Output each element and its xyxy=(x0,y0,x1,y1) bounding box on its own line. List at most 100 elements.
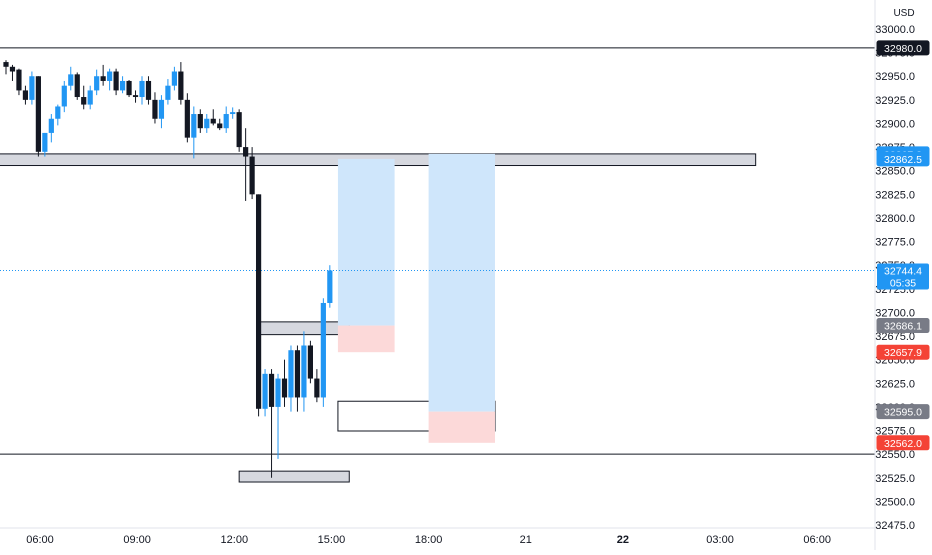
price-tick-label: 32925.0 xyxy=(875,95,915,107)
target-price-label: 32862.5 xyxy=(884,154,922,166)
candle-up xyxy=(61,85,67,107)
candle-up xyxy=(68,74,74,86)
bar-countdown-timer: 05:35 xyxy=(890,277,916,289)
time-tick-label: 21 xyxy=(520,534,532,546)
time-tick-label: 09:00 xyxy=(123,534,151,546)
candle-up xyxy=(42,132,48,152)
candle-down xyxy=(197,114,203,129)
candle-down xyxy=(249,156,255,195)
stop-price-label-box xyxy=(876,344,930,360)
candle-down xyxy=(16,69,22,91)
candle-down xyxy=(113,71,119,91)
horizontal-line-price-label-box xyxy=(876,40,930,56)
price-tick-label: 32900.0 xyxy=(875,118,915,130)
candle-up xyxy=(158,99,165,119)
price-axis[interactable]: 33000.032975.032950.032925.032900.032875… xyxy=(875,24,915,532)
target-zone xyxy=(337,158,395,326)
stop-price-label: 32562.0 xyxy=(884,438,922,450)
price-tick-label: 32475.0 xyxy=(875,520,915,532)
candle-up xyxy=(48,118,54,133)
target-price-label-box xyxy=(876,151,930,167)
candle-down xyxy=(210,118,216,124)
stop-zone xyxy=(428,411,495,443)
currency-label: USD xyxy=(893,8,914,19)
stop-zone xyxy=(337,325,395,353)
candle-up xyxy=(230,112,236,115)
price-line-layer xyxy=(0,47,875,455)
current-price-box xyxy=(877,263,929,290)
candle-down xyxy=(281,378,288,398)
stop-price-label-box xyxy=(876,435,930,451)
candle-down xyxy=(74,74,80,98)
time-tick-label: 12:00 xyxy=(221,534,249,546)
time-axis[interactable]: 06:00 09:00 12:00 15:00 18:00 21 22 03:00 06:00 xyxy=(26,534,831,546)
candle-up xyxy=(171,71,177,86)
price-tick-label: 32850.0 xyxy=(875,166,915,178)
candle-down xyxy=(217,123,223,129)
candle-down xyxy=(268,373,275,407)
price-tick-label: 32825.0 xyxy=(875,189,915,201)
candle-up xyxy=(165,85,171,100)
price-tick-label: 32700.0 xyxy=(875,307,915,319)
candle-up xyxy=(94,76,100,91)
time-tick-label: 03:00 xyxy=(706,534,734,546)
candle-up xyxy=(262,373,268,409)
price-tick-label: 32625.0 xyxy=(875,378,915,390)
candle-down xyxy=(35,76,41,152)
candle-down xyxy=(255,194,262,409)
price-tick-label: 32575.0 xyxy=(875,426,915,438)
candle-up xyxy=(327,270,333,303)
candle-down xyxy=(243,147,249,157)
candle-up xyxy=(107,71,113,81)
entry-price-label: 32686.1 xyxy=(884,321,922,333)
time-tick-label: 06:00 xyxy=(26,534,54,546)
candle-down xyxy=(132,95,139,98)
price-tick-label: 32525.0 xyxy=(875,473,915,485)
candle-down xyxy=(294,350,301,398)
stop-price-label: 32657.9 xyxy=(884,347,922,359)
candle-up xyxy=(320,302,326,398)
candle-down xyxy=(22,90,29,100)
price-tick-label: 33000.0 xyxy=(875,24,915,36)
candle-down xyxy=(307,345,314,379)
candle-down xyxy=(3,62,9,67)
rectangle-zone xyxy=(238,470,350,483)
candle-up xyxy=(55,106,61,119)
candle-down xyxy=(314,378,320,398)
candle-down xyxy=(184,99,190,138)
candle-up xyxy=(288,350,294,398)
horizontal-line-price-label: 32980.0 xyxy=(884,43,922,55)
candle-up xyxy=(223,114,229,129)
candle-up xyxy=(204,118,210,129)
candle-up xyxy=(139,80,145,98)
entry-price-label-box xyxy=(876,404,930,420)
candle-down xyxy=(100,76,106,81)
target-zone xyxy=(428,153,495,412)
drawing-layer[interactable] xyxy=(0,153,757,483)
candle-down xyxy=(152,99,158,119)
candle-down xyxy=(126,80,132,96)
candle-up xyxy=(275,378,281,407)
time-tick-label: 06:00 xyxy=(803,534,831,546)
candle-down xyxy=(178,71,184,100)
price-tick-label: 32500.0 xyxy=(875,496,915,508)
time-tick-label: 15:00 xyxy=(318,534,346,546)
entry-price-label-box xyxy=(876,318,930,334)
price-axis-labels: 32980.032867.832862.532686.132657.932595… xyxy=(876,40,930,451)
price-tick-label: 32675.0 xyxy=(875,331,915,343)
candle-down xyxy=(236,112,242,148)
time-tick-label: 18:00 xyxy=(415,534,443,546)
candle-down xyxy=(145,80,152,100)
candle-down xyxy=(9,66,16,72)
current-price-label: 32744.4 xyxy=(884,265,922,277)
candle-layer xyxy=(3,60,333,478)
entry-price-label: 32595.0 xyxy=(884,407,922,419)
candle-up xyxy=(191,114,197,138)
candle-up xyxy=(119,80,126,91)
candle-up xyxy=(29,76,35,100)
time-tick-label: 22 xyxy=(617,534,629,546)
price-tick-label: 32800.0 xyxy=(875,213,915,225)
candle-up xyxy=(301,345,307,398)
